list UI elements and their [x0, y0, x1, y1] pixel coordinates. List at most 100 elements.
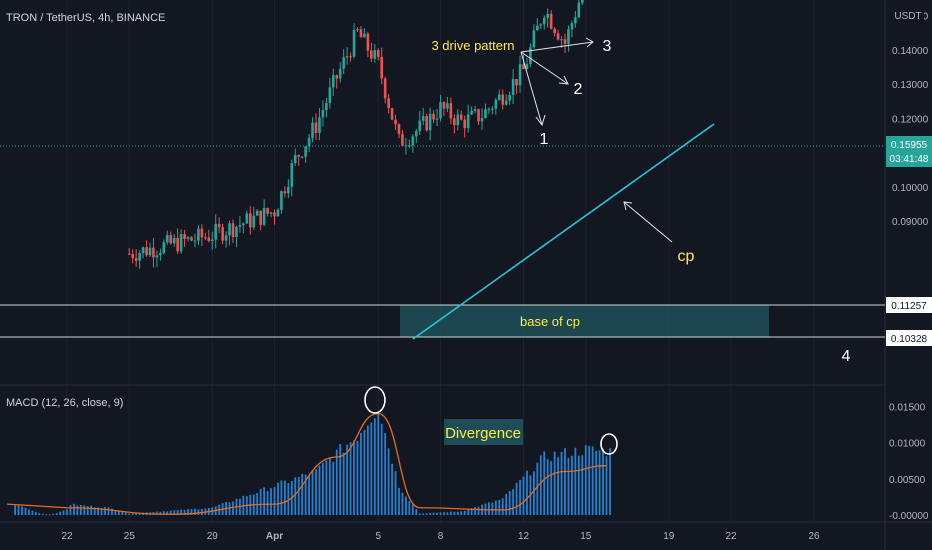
candle-body — [235, 226, 238, 237]
divergence-circle-left[interactable] — [364, 386, 386, 414]
divergence-circle-right[interactable] — [600, 433, 618, 455]
macd-bar — [162, 511, 165, 515]
macd-bar — [398, 487, 400, 515]
macd-bar — [391, 463, 393, 515]
candle-body — [204, 237, 207, 239]
macd-axis[interactable]: 0.01500 0.01000 0.00500 -0.00000 — [889, 402, 929, 522]
candle-body — [387, 98, 390, 109]
macd-bar — [446, 512, 449, 515]
macd-bar — [138, 512, 141, 515]
macd-bar — [494, 500, 497, 515]
candle-body — [567, 29, 570, 44]
macd-bar — [394, 471, 397, 515]
candle-body — [197, 228, 200, 241]
macd-bar — [173, 510, 176, 515]
time-tick-label: 22 — [725, 531, 737, 542]
macd-bar — [588, 445, 591, 515]
candle-body — [242, 223, 245, 226]
macd-bar — [90, 505, 93, 515]
macd-signal-line — [6, 412, 607, 515]
candle-body — [159, 253, 162, 256]
macd-bar — [332, 461, 335, 515]
macd-bar — [266, 491, 269, 515]
candle-body — [162, 242, 166, 254]
candle-body — [321, 110, 325, 118]
macd-bar — [190, 509, 193, 515]
macd-bar — [360, 432, 362, 515]
time-tick-label: 12 — [518, 531, 530, 542]
macd-bar — [117, 511, 120, 515]
base-of-cp-box[interactable] — [400, 305, 769, 337]
candle-body — [418, 120, 422, 132]
drive-2-label: 2 — [574, 81, 583, 98]
candle-body — [370, 50, 373, 59]
price-tick-label: 0.13000 — [892, 80, 929, 91]
candle-body — [376, 50, 380, 57]
candle-body — [435, 118, 439, 120]
macd-bar — [581, 455, 584, 515]
candle-body — [383, 78, 387, 99]
candle-body — [532, 30, 536, 48]
candle-body — [522, 64, 525, 70]
candle-body — [518, 64, 522, 86]
macd-bar — [176, 509, 179, 515]
macd-bar — [24, 507, 27, 515]
macd-bar — [539, 455, 542, 515]
macd-bar — [66, 509, 68, 515]
candle-body — [356, 29, 359, 31]
pattern-arrows — [520, 37, 594, 127]
candle-body — [338, 68, 342, 79]
macd-bar — [605, 456, 608, 515]
candle-body — [331, 75, 335, 88]
time-axis[interactable]: 22 25 29 Apr 5 8 12 15 19 22 26 — [61, 531, 820, 542]
macd-bar — [353, 440, 355, 515]
price-tick-label: 0.09000 — [892, 217, 929, 228]
macd-bar — [322, 463, 324, 515]
candle-body — [504, 100, 508, 105]
candle-body — [283, 191, 287, 194]
candle-body — [252, 215, 256, 228]
drive-3-label: 3 — [603, 38, 612, 55]
macd-bar — [591, 446, 594, 515]
macd-bar — [277, 482, 279, 515]
macd-bar — [315, 469, 317, 515]
macd-bar — [159, 511, 162, 515]
price-tick-label: 0.10000 — [892, 183, 929, 194]
candle-body — [297, 155, 301, 157]
macd-bar — [14, 505, 17, 515]
candle-body — [280, 191, 283, 210]
macd-bar — [121, 511, 124, 515]
macd-bar — [263, 487, 266, 515]
macd-tick-label: 0.00500 — [889, 475, 926, 486]
level-high-tag — [886, 297, 932, 313]
macd-bar — [83, 505, 86, 515]
macd-bar — [574, 447, 577, 515]
macd-bar — [467, 509, 470, 515]
time-tick-label: 26 — [808, 531, 820, 542]
candle-body — [276, 209, 280, 217]
macd-bar — [124, 512, 127, 515]
currency-badge[interactable] — [889, 5, 924, 25]
candle-body — [515, 78, 518, 86]
macd-bar — [602, 448, 604, 515]
macd-bar — [259, 488, 262, 515]
candle-body — [546, 13, 550, 18]
macd-bar — [59, 511, 61, 515]
level-low-tag — [886, 330, 932, 346]
macd-bar — [505, 493, 508, 515]
candle-body — [459, 114, 463, 120]
macd-bar — [439, 512, 442, 515]
candle-body — [269, 212, 273, 214]
candle-body — [293, 155, 297, 164]
macd-bar — [228, 502, 231, 515]
macd-bar — [283, 480, 286, 515]
macd-bar — [100, 507, 103, 515]
three-drive-pattern-label: 3 drive pattern — [431, 38, 514, 53]
candle-body — [577, 2, 581, 18]
macd-bar — [86, 506, 89, 515]
cp-trendline[interactable] — [412, 123, 715, 340]
macd-bar — [532, 471, 535, 515]
macd-bar — [38, 513, 41, 515]
candle-body — [221, 227, 224, 241]
